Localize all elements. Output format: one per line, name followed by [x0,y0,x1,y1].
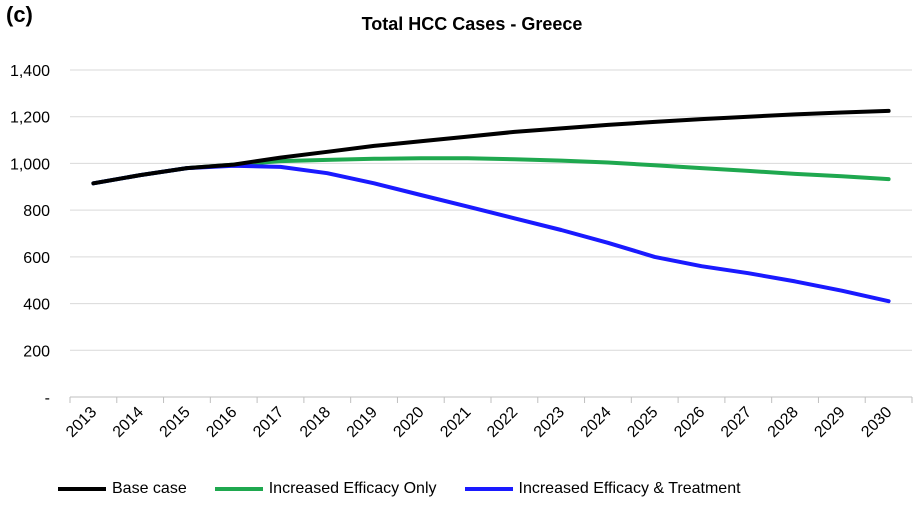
x-tick-label: 2029 [811,404,848,441]
x-tick-label: 2016 [203,404,240,441]
y-tick-label: 600 [23,250,50,267]
legend-label-increased-efficacy-only: Increased Efficacy Only [268,480,437,497]
y-tick-label: 1,400 [10,63,50,80]
legend-item-increased-efficacy-treatment: Increased Efficacy & Treatment [464,480,741,498]
x-tick-label: 2019 [344,404,381,441]
y-tick-label: 1,000 [10,156,50,173]
series-line-increased-efficacy-treatment [91,163,891,304]
y-tick-label: 800 [23,203,50,220]
x-tick-label: 2024 [578,404,615,441]
x-tick-label: 2017 [250,404,287,441]
y-tick-label: 200 [23,343,50,360]
x-tick-label: 2023 [531,404,568,441]
panel-label: (c) [6,2,33,27]
x-tick-label: 2018 [297,404,334,441]
legend-swatch-increased-efficacy-only [214,487,263,491]
y-tick-label: 400 [23,297,50,314]
x-tick-label: 2028 [765,404,802,441]
x-tick-label: 2020 [390,404,427,441]
series-line-base-case [91,108,891,186]
x-tick-label: 2026 [671,404,708,441]
legend-label-increased-efficacy-treatment: Increased Efficacy & Treatment [518,480,741,497]
chart-title: Total HCC Cases - Greece [361,14,583,34]
y-tick-label: 1,200 [10,110,50,127]
x-tick-label: 2027 [718,404,755,441]
x-tick-label: 2022 [484,404,521,441]
series-line-increased-efficacy-only [91,156,891,186]
x-tick-label: 2030 [858,404,895,441]
legend-label-base-case: Base case [112,480,187,497]
y-tick-label: - [45,390,50,407]
x-tick-label: 2015 [157,404,194,441]
x-tick-label: 2014 [110,404,147,441]
x-tick-label: 2025 [624,404,661,441]
x-tick-label: 2021 [437,404,474,441]
chart-legend: Base case Increased Efficacy Only Increa… [58,480,769,498]
legend-item-increased-efficacy-only: Increased Efficacy Only [214,480,437,498]
legend-swatch-increased-efficacy-treatment [464,487,513,491]
x-tick-label: 2013 [63,404,100,441]
legend-item-base-case: Base case [58,480,187,498]
legend-swatch-base-case [58,487,106,491]
